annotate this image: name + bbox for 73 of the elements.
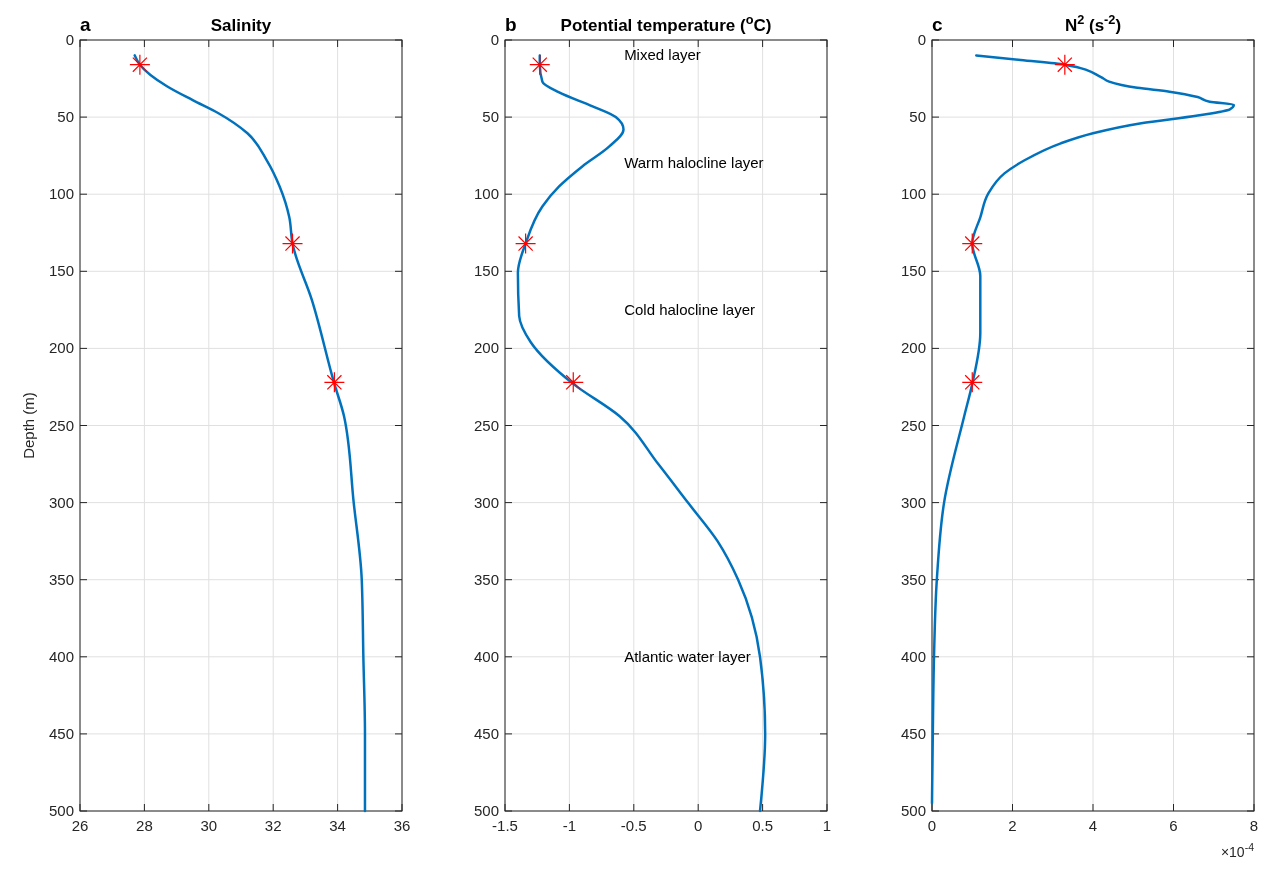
y-tick-label: 350 bbox=[900, 570, 926, 588]
text: c bbox=[932, 14, 943, 35]
x-tick-label: 0 bbox=[694, 817, 703, 834]
y-tick-label: 500 bbox=[900, 802, 926, 819]
y-tick-label: 450 bbox=[473, 724, 499, 742]
point bbox=[1054, 54, 1076, 76]
x-tick-label: 30 bbox=[200, 817, 218, 834]
point bbox=[529, 54, 551, 76]
y-tick-label: 300 bbox=[473, 493, 499, 511]
point bbox=[323, 371, 345, 393]
y-tick-label: 350 bbox=[473, 570, 499, 588]
annotation: Cold halocline layer bbox=[624, 300, 756, 318]
text: ×10$^{-4}$ bbox=[1220, 841, 1255, 860]
x-tick-label: 1 bbox=[822, 817, 832, 834]
y-tick-label: 50 bbox=[57, 108, 74, 126]
chart-title: N$^{2}$ (s$^{-2}$) bbox=[1064, 11, 1122, 35]
y-tick-label: 300 bbox=[48, 493, 74, 511]
point bbox=[961, 232, 983, 255]
x-tick-label: 34 bbox=[329, 817, 346, 834]
chart-title: Salinity bbox=[210, 16, 272, 35]
y-tick-label: 150 bbox=[900, 262, 926, 280]
y-tick-label: 200 bbox=[473, 339, 499, 357]
point bbox=[281, 232, 304, 255]
y-tick-label: 150 bbox=[48, 262, 74, 280]
y-tick-label: 500 bbox=[48, 802, 74, 819]
y-tick-label: 500 bbox=[473, 802, 499, 819]
x-tick-label: 2 bbox=[1008, 817, 1017, 834]
x-tick-label: 26 bbox=[71, 817, 89, 834]
point bbox=[129, 54, 151, 76]
y-tick-label: 100 bbox=[900, 185, 926, 203]
x-tick-label: 36 bbox=[393, 817, 411, 834]
y-tick-label: 400 bbox=[900, 647, 926, 665]
y-tick-label: 400 bbox=[473, 647, 499, 665]
y-tick-label: 0 bbox=[490, 31, 499, 48]
y-axis-title: Depth (m) bbox=[20, 392, 37, 459]
x-tick-label: -1 bbox=[562, 817, 577, 834]
x-tick-label: 0.5 bbox=[752, 817, 774, 834]
text: b bbox=[505, 14, 517, 35]
annotation: Warm halocline layer bbox=[624, 154, 764, 172]
x-tick-label: 32 bbox=[264, 817, 282, 834]
y-tick-label: 400 bbox=[48, 647, 74, 665]
text: a bbox=[80, 14, 91, 35]
y-tick-label: 200 bbox=[900, 339, 926, 357]
y-tick-label: 450 bbox=[900, 724, 926, 742]
x-tick-label: 4 bbox=[1088, 817, 1098, 834]
x-tick-label: 6 bbox=[1169, 817, 1178, 834]
x-tick-label: -1.5 bbox=[492, 817, 518, 834]
y-tick-label: 200 bbox=[48, 339, 74, 357]
y-tick-label: 50 bbox=[909, 108, 926, 126]
y-tick-label: 50 bbox=[482, 108, 499, 126]
y-tick-label: 350 bbox=[48, 570, 74, 588]
line-series bbox=[930, 54, 1236, 805]
x-tick-label: 8 bbox=[1249, 817, 1259, 834]
annotation: Mixed layer bbox=[624, 46, 701, 64]
annotation: Atlantic water layer bbox=[624, 647, 751, 665]
y-tick-label: 450 bbox=[48, 724, 74, 742]
x-tick-label: 28 bbox=[136, 817, 153, 834]
point bbox=[515, 232, 537, 255]
x-tick-label: 0 bbox=[927, 817, 937, 834]
point bbox=[562, 371, 584, 393]
y-tick-label: 250 bbox=[473, 416, 499, 434]
x-tick-label: -0.5 bbox=[620, 817, 647, 834]
y-tick-label: 0 bbox=[65, 31, 74, 48]
line-series bbox=[133, 54, 367, 813]
y-tick-label: 0 bbox=[917, 31, 926, 48]
chart-title: Potential temperature ($^{o}$C) bbox=[560, 11, 772, 35]
y-tick-label: 100 bbox=[48, 185, 74, 203]
y-tick-label: 300 bbox=[900, 493, 926, 511]
y-tick-label: 150 bbox=[473, 262, 499, 280]
point bbox=[961, 371, 983, 393]
y-tick-label: 100 bbox=[473, 185, 499, 203]
y-tick-label: 250 bbox=[900, 416, 926, 434]
y-tick-label: 250 bbox=[48, 416, 74, 434]
